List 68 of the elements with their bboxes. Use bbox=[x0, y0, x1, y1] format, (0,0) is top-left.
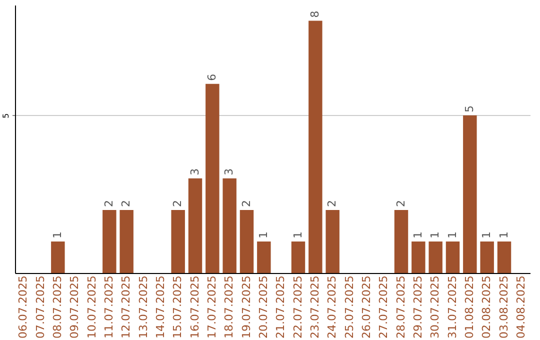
x-tick-label: 11.07.2025 bbox=[102, 276, 116, 338]
bar bbox=[171, 210, 185, 273]
x-tick-label: 12.07.2025 bbox=[120, 276, 133, 338]
bar bbox=[240, 210, 254, 273]
x-tick-label: 02.08.2025 bbox=[480, 276, 494, 338]
data-label: 1 bbox=[497, 231, 510, 238]
data-label: 2 bbox=[240, 200, 253, 207]
data-label: 5 bbox=[462, 105, 476, 112]
x-tick-label: 20.07.2025 bbox=[256, 276, 270, 338]
data-label: 1 bbox=[446, 231, 459, 238]
x-tick-label: 25.07.2025 bbox=[342, 276, 356, 338]
x-tick-label: 29.07.2025 bbox=[411, 276, 424, 338]
x-tick-label: 18.07.2025 bbox=[222, 276, 236, 338]
x-tick-label: 23.07.2025 bbox=[308, 276, 322, 338]
x-tick-label: 28.07.2025 bbox=[394, 276, 408, 338]
data-label: 2 bbox=[394, 200, 408, 207]
bar bbox=[326, 210, 340, 273]
bar bbox=[120, 210, 134, 273]
bar bbox=[102, 210, 116, 273]
bar bbox=[206, 84, 220, 273]
bar bbox=[394, 210, 408, 273]
data-label: 3 bbox=[222, 168, 236, 176]
x-tick-label: 01.08.2025 bbox=[462, 276, 476, 338]
x-tick-label: 22.07.2025 bbox=[291, 276, 304, 338]
x-tick-label: 06.07.2025 bbox=[16, 276, 30, 338]
bar bbox=[188, 178, 202, 273]
x-tick-label: 24.07.2025 bbox=[326, 276, 339, 338]
x-tick-label: 03.08.2025 bbox=[497, 276, 510, 338]
x-tick-label: 07.07.2025 bbox=[34, 276, 47, 338]
data-label: 2 bbox=[120, 200, 133, 207]
data-label: 1 bbox=[411, 231, 424, 238]
x-tick-label: 30.07.2025 bbox=[428, 276, 442, 338]
x-tick-label: 27.07.2025 bbox=[377, 276, 390, 338]
x-tick-label: 04.08.2025 bbox=[514, 276, 528, 338]
x-tick-label: 13.07.2025 bbox=[136, 276, 150, 338]
x-tick-label: 31.07.2025 bbox=[446, 276, 459, 338]
data-label: 2 bbox=[102, 200, 116, 207]
data-label: 3 bbox=[188, 168, 202, 176]
bar bbox=[291, 241, 306, 273]
data-label: 6 bbox=[205, 74, 218, 81]
data-label: 2 bbox=[326, 200, 339, 207]
bar bbox=[446, 241, 460, 273]
bar bbox=[222, 178, 236, 273]
x-tick-label: 14.07.2025 bbox=[154, 276, 167, 338]
data-label: 1 bbox=[50, 231, 64, 238]
bar bbox=[463, 115, 477, 273]
x-tick-label: 19.07.2025 bbox=[240, 276, 253, 338]
bar bbox=[308, 20, 322, 273]
data-label: 1 bbox=[256, 231, 270, 238]
bar bbox=[428, 241, 442, 273]
x-tick-label: 10.07.2025 bbox=[85, 276, 98, 338]
bar bbox=[51, 241, 65, 273]
x-tick-label: 15.07.2025 bbox=[171, 276, 184, 338]
data-label: 1 bbox=[428, 231, 442, 238]
bar bbox=[257, 241, 271, 273]
data-label: 1 bbox=[291, 231, 304, 238]
x-tick-label: 09.07.2025 bbox=[68, 276, 82, 338]
bar bbox=[412, 241, 426, 273]
data-label: 1 bbox=[480, 231, 494, 238]
x-tick-label: 08.07.2025 bbox=[50, 276, 64, 338]
x-tick-label: 21.07.2025 bbox=[274, 276, 288, 338]
bar bbox=[497, 241, 512, 273]
x-tick-label: 17.07.2025 bbox=[205, 276, 218, 338]
x-tick-label: 16.07.2025 bbox=[188, 276, 202, 338]
data-label: 2 bbox=[171, 200, 184, 207]
x-tick-label: 26.07.2025 bbox=[360, 276, 373, 338]
bar bbox=[480, 241, 494, 273]
data-label: 8 bbox=[308, 10, 322, 18]
